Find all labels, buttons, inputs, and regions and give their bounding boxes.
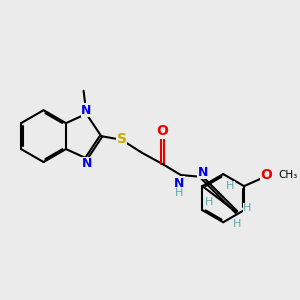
Text: N: N bbox=[82, 158, 92, 170]
Text: O: O bbox=[156, 124, 168, 139]
Text: H: H bbox=[206, 197, 214, 207]
Text: CH₃: CH₃ bbox=[278, 170, 298, 180]
Text: N: N bbox=[174, 177, 184, 190]
Text: H: H bbox=[226, 181, 234, 191]
Text: N: N bbox=[81, 104, 92, 117]
Text: H: H bbox=[175, 188, 183, 198]
Text: S: S bbox=[117, 132, 127, 146]
Text: H: H bbox=[243, 203, 252, 213]
Text: H: H bbox=[233, 219, 242, 229]
Text: O: O bbox=[260, 168, 272, 182]
Text: N: N bbox=[198, 166, 208, 179]
